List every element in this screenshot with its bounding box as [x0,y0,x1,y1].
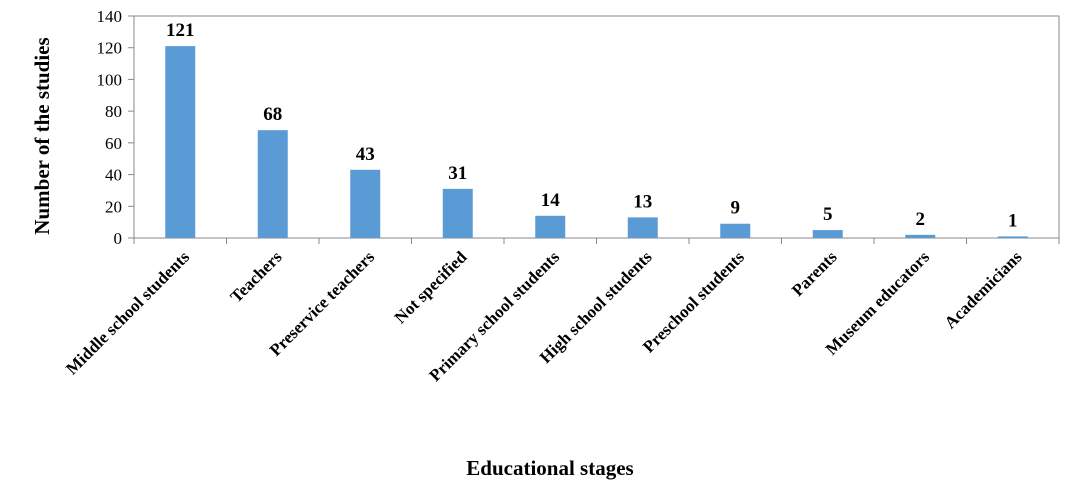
y-tick-label: 120 [97,39,123,58]
bar-value-label: 121 [166,20,195,41]
data-labels: 121 68 43 31 14 13 9 5 2 1 [166,20,1018,231]
bar [627,217,658,238]
y-axis-title: Number of the studies [30,37,54,234]
bar-value-label: 5 [823,204,833,225]
bar-value-label: 31 [448,163,467,184]
category-label: Academicians [941,247,1026,332]
y-tick-label: 80 [105,102,122,121]
bar [997,236,1028,238]
bar [350,169,381,238]
bar-value-label: 43 [356,144,375,165]
category-label: Not specified [391,247,471,327]
category-label: Preschool students [639,247,748,356]
category-label: Parents [788,247,841,300]
x-axis-ticks [133,238,1060,244]
bar [812,230,843,238]
bar [165,46,196,238]
y-tick-label: 100 [97,70,123,89]
category-label: Teachers [227,247,286,306]
bars [165,46,1028,238]
bar [442,188,473,238]
bar-value-label: 9 [731,198,741,219]
bar [720,223,751,238]
category-label: Middle school students [62,247,193,378]
y-tick-label: 40 [105,166,122,185]
bar-value-label: 1 [1008,210,1018,231]
bar-value-label: 2 [916,209,926,230]
y-tick-label: 0 [114,229,123,248]
category-label: Preservice teachers [266,247,379,360]
bar-value-label: 14 [541,190,561,211]
y-tick-label: 60 [105,134,122,153]
bar-value-label: 13 [633,191,652,212]
x-axis-title: Educational stages [466,456,633,480]
y-tick-label: 20 [105,197,122,216]
bar [905,234,936,238]
category-labels: Middle school students TeachersPreservice… [62,247,1026,385]
y-axis-ticks: 0 20 40 60 80 100 120 140 [97,7,134,248]
y-tick-label: 140 [97,7,123,26]
bar [535,215,566,238]
bar-value-label: 68 [263,104,282,125]
category-label: Museum educators [822,247,934,359]
bar [257,130,288,238]
